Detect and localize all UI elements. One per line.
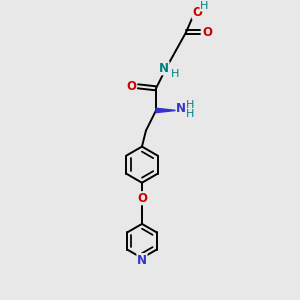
Text: H: H: [200, 1, 208, 11]
Text: H: H: [186, 100, 194, 110]
Text: H: H: [171, 69, 179, 79]
Polygon shape: [156, 108, 176, 112]
Text: O: O: [137, 192, 147, 205]
Text: O: O: [126, 80, 136, 93]
Text: O: O: [202, 26, 212, 39]
Text: N: N: [159, 62, 169, 75]
Text: O: O: [192, 6, 202, 19]
Text: N: N: [176, 102, 186, 115]
Text: H: H: [186, 109, 194, 119]
Text: N: N: [137, 254, 147, 267]
